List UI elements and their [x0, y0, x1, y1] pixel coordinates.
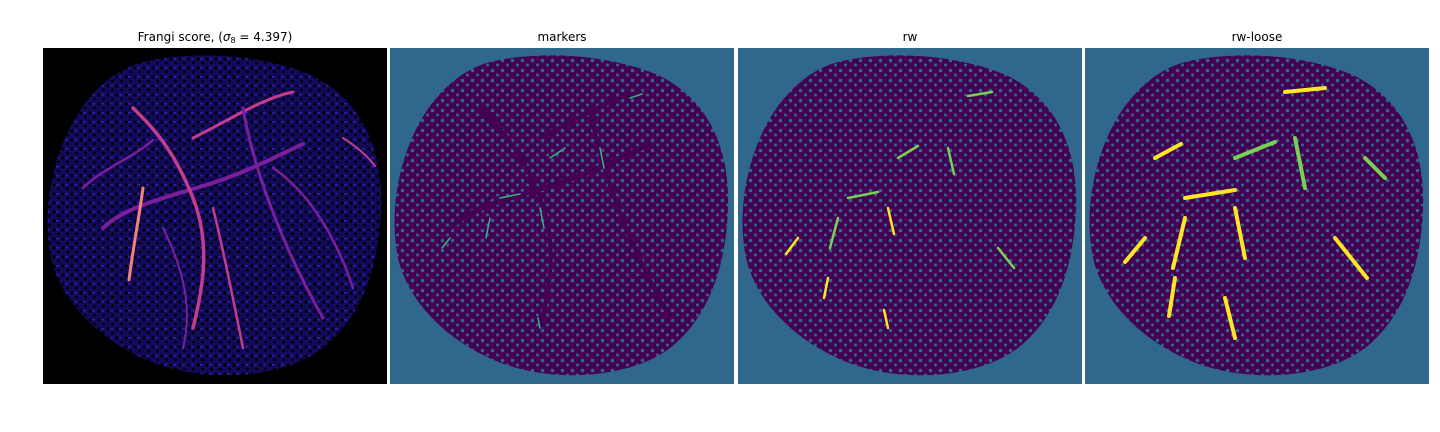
frangi-vessels — [81, 90, 376, 350]
markers-tissue — [394, 55, 729, 376]
markers-panel-title: markers — [537, 30, 587, 44]
rw-image — [738, 48, 1082, 384]
frangi-image — [43, 48, 387, 384]
markers-vessel-outlines — [447, 90, 672, 330]
rw-panel: rw — [738, 0, 1082, 432]
rw-loose-panel-title: rw-loose — [1231, 30, 1283, 44]
markers-seeds — [441, 93, 643, 329]
rw-loose-tissue — [1089, 55, 1424, 376]
rw-loose-panel: rw-loose — [1085, 0, 1429, 432]
frangi-panel: Frangi score, (σ8 = 4.397) — [43, 0, 387, 432]
rw-loose-segments — [1123, 86, 1387, 340]
rw-loose-image — [1085, 48, 1429, 384]
rw-panel-title: rw — [902, 30, 918, 44]
rw-segments — [784, 90, 1016, 330]
frangi-panel-title: Frangi score, (σ8 = 4.397) — [137, 30, 293, 45]
markers-panel: markers — [390, 0, 734, 432]
markers-image — [390, 48, 734, 384]
rw-tissue — [742, 55, 1077, 376]
